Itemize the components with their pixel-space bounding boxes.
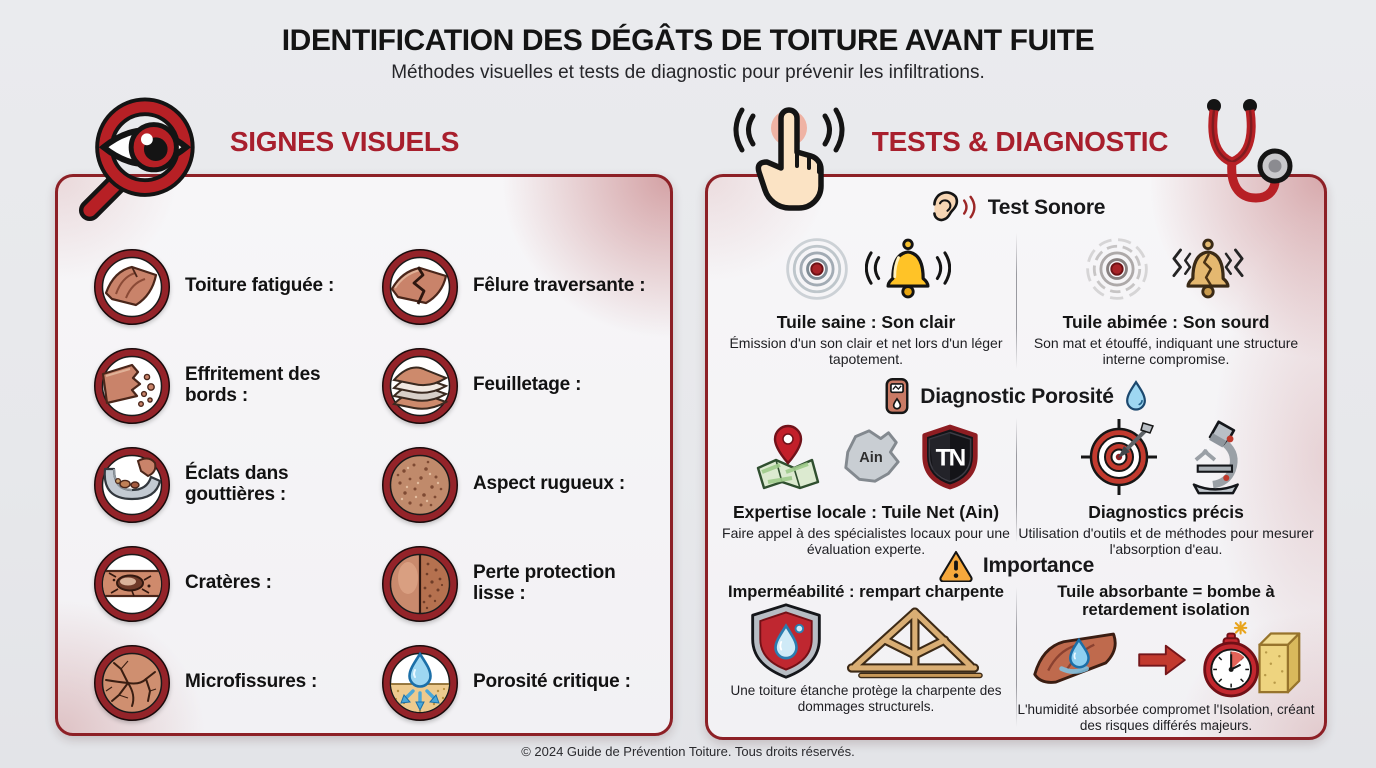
flaking-layers-icon bbox=[380, 346, 460, 426]
warning-triangle-icon bbox=[938, 549, 974, 582]
card-title: Expertise locale : Tuile Net (Ain) bbox=[732, 502, 1000, 522]
diagnostic-porosite-row: Ain TN Expertise locale : Tuile Net (Ain… bbox=[716, 413, 1316, 557]
through-crack-icon bbox=[380, 247, 460, 327]
card-tuile-absorbante: Tuile absorbante = bombe à retardement i… bbox=[1016, 581, 1316, 734]
card-tuile-saine: Tuile saine : Son clair Émission d'un so… bbox=[716, 227, 1016, 375]
magnifier-eye-icon bbox=[76, 96, 204, 224]
importance-row: Imperméabilité : rempart charpente bbox=[716, 581, 1316, 733]
divider bbox=[1016, 587, 1017, 727]
tn-shield-icon: TN bbox=[920, 424, 980, 490]
list-item: Perte protection lisse : bbox=[380, 544, 656, 624]
section-heading-label: Importance bbox=[982, 553, 1095, 577]
list-item: Éclats dans gouttières : bbox=[92, 445, 380, 525]
page-subtitle: Méthodes visuelles et tests de diagnosti… bbox=[391, 62, 985, 83]
crater-icon bbox=[92, 544, 172, 624]
microcracks-icon bbox=[92, 643, 172, 723]
left-panel-title: SIGNES VISUELS bbox=[229, 126, 460, 157]
card-desc: Une toiture étanche protège la charpente… bbox=[730, 683, 1002, 715]
red-arrow-icon bbox=[1137, 641, 1187, 679]
card-desc: Faire appel à des spécialistes locaux po… bbox=[722, 524, 1010, 558]
shield-drop-icon bbox=[745, 601, 827, 681]
list-item: Microfissures : bbox=[92, 643, 380, 723]
ain-region-icon: Ain bbox=[836, 425, 908, 489]
section-heading-label: Test Sonore bbox=[987, 196, 1106, 219]
worn-tile-icon bbox=[92, 247, 172, 327]
visual-signs-panel: Toiture fatiguée : Fêlure traversante : bbox=[55, 174, 673, 736]
rough-surface-icon bbox=[380, 445, 460, 525]
copyright-footer: © 2024 Guide de Prévention Toiture. Tous… bbox=[521, 744, 855, 759]
sign-label: Microfissures : bbox=[185, 671, 318, 693]
list-item: Feuilletage : bbox=[380, 346, 656, 426]
sign-label: Toiture fatiguée : bbox=[185, 275, 335, 297]
microscope-icon bbox=[1171, 418, 1253, 496]
list-item: Aspect rugueux : bbox=[380, 445, 656, 525]
card-title: Tuile absorbante = bombe à retardement i… bbox=[1057, 583, 1275, 620]
roof-frame-icon bbox=[839, 601, 987, 681]
section-heading-importance: Importance bbox=[708, 549, 1324, 582]
tests-diagnostic-panel: Test Sonore bbox=[705, 174, 1327, 740]
test-sonore-row: Tuile saine : Son clair Émission d'un so… bbox=[716, 227, 1316, 375]
tn-shield-label: TN bbox=[936, 444, 965, 471]
cracked-bell-icon bbox=[1165, 233, 1251, 305]
card-title: Tuile saine : Son clair bbox=[776, 312, 956, 332]
card-expertise-locale: Ain TN Expertise locale : Tuile Net (Ain… bbox=[716, 413, 1016, 558]
card-desc: Son mat et étouffé, indiquant une struct… bbox=[1033, 334, 1299, 368]
card-desc: L'humidité absorbée compromet l'Isolatio… bbox=[1017, 701, 1315, 733]
section-heading-test-sonore: Test Sonore bbox=[708, 189, 1324, 227]
wet-tile-icon bbox=[1029, 624, 1125, 696]
crumbling-edges-icon bbox=[92, 346, 172, 426]
card-title: Imperméabilité : rempart charpente bbox=[727, 583, 1004, 601]
ain-region-label: Ain bbox=[859, 450, 882, 466]
sign-label: Effritement des bords : bbox=[185, 363, 321, 406]
sonar-waves-icon bbox=[1081, 233, 1153, 305]
list-item: Cratères : bbox=[92, 544, 380, 624]
stethoscope-icon bbox=[1180, 96, 1294, 212]
sign-label: Aspect rugueux : bbox=[473, 473, 625, 495]
list-item: Porosité critique : bbox=[380, 643, 656, 723]
map-pin-icon bbox=[752, 422, 824, 492]
tap-finger-icon bbox=[733, 98, 845, 220]
page-title: IDENTIFICATION DES DÉGÂTS DE TOITURE AVA… bbox=[281, 24, 1095, 57]
list-item: Fêlure traversante : bbox=[380, 247, 656, 327]
ringing-bell-icon bbox=[865, 233, 951, 305]
sign-label: Perte protection lisse : bbox=[473, 561, 616, 604]
moisture-meter-icon bbox=[883, 377, 911, 417]
smooth-coating-loss-icon bbox=[380, 544, 460, 624]
time-bomb-insulation-icon bbox=[1199, 620, 1303, 700]
right-panel-title: TESTS & DIAGNOSTIC bbox=[871, 126, 1169, 157]
section-heading-label: Diagnostic Porosité bbox=[920, 385, 1114, 408]
divider bbox=[1016, 232, 1017, 370]
list-item: Toiture fatiguée : bbox=[92, 247, 380, 327]
sonar-waves-icon bbox=[781, 233, 853, 305]
card-diagnostics-precis: Diagnostics précis Utilisation d'outils … bbox=[1016, 413, 1316, 558]
divider bbox=[1016, 418, 1017, 542]
sign-label: Feuilletage : bbox=[473, 374, 582, 396]
sign-label: Porosité critique : bbox=[473, 671, 631, 693]
section-heading-diagnostic-porosite: Diagnostic Porosité bbox=[708, 377, 1324, 417]
critical-porosity-icon bbox=[380, 643, 460, 723]
visual-signs-list: Toiture fatiguée : Fêlure traversante : bbox=[92, 237, 656, 723]
card-impermeabilite: Imperméabilité : rempart charpente bbox=[716, 581, 1016, 734]
list-item: Effritement des bords : bbox=[92, 346, 380, 426]
card-title: Diagnostics précis bbox=[1088, 502, 1244, 522]
sign-label: Cratères : bbox=[185, 572, 272, 594]
gutter-debris-icon bbox=[92, 445, 172, 525]
ear-icon bbox=[927, 189, 979, 227]
card-desc: Émission d'un son clair et net lors d'un… bbox=[729, 334, 1003, 368]
card-desc: Utilisation d'outils et de méthodes pour… bbox=[1018, 524, 1314, 558]
target-arrow-icon bbox=[1079, 417, 1159, 497]
card-tuile-abimee: Tuile abimée : Son sourd Son mat et étou… bbox=[1016, 227, 1316, 375]
card-title: Tuile abimée : Son sourd bbox=[1062, 312, 1270, 332]
sign-label: Éclats dans gouttières : bbox=[185, 462, 289, 505]
sign-label: Fêlure traversante : bbox=[473, 275, 646, 297]
water-drop-icon bbox=[1123, 380, 1149, 414]
